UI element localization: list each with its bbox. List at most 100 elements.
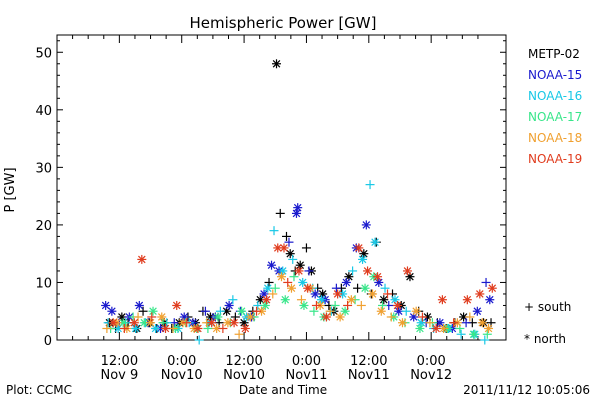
plot-area-frame (56, 34, 507, 341)
data-point-noaa-18 (234, 329, 244, 339)
data-point-noaa-17 (289, 272, 299, 282)
data-point-noaa-19 (343, 300, 353, 310)
data-point-noaa-16 (380, 283, 390, 293)
data-point-noaa-16 (358, 254, 368, 264)
data-point-metp-02 (272, 59, 282, 69)
data-point-noaa-16 (348, 266, 358, 276)
data-point-noaa-19 (218, 323, 228, 333)
data-points (101, 59, 497, 345)
data-point-noaa-19 (182, 318, 192, 328)
x-tick-label-date: Nov11 (285, 368, 327, 383)
data-point-metp-02 (230, 312, 240, 322)
chart-title: Hemispheric Power [GW] (190, 14, 377, 32)
data-point-noaa-18 (425, 318, 435, 328)
data-point-noaa-19 (402, 266, 412, 276)
data-point-noaa-16 (131, 323, 141, 333)
marker-legend-star: * north (524, 332, 566, 346)
data-point-noaa-18 (296, 295, 306, 305)
data-point-noaa-17 (482, 329, 492, 339)
data-point-noaa-18 (477, 318, 487, 328)
data-point-noaa-18 (133, 312, 143, 322)
data-point-noaa-15 (461, 318, 471, 328)
data-point-metp-02 (295, 260, 305, 270)
data-point-noaa-15 (481, 277, 491, 287)
data-point-noaa-17 (270, 283, 280, 293)
x-tick-label-date: Nov12 (410, 368, 452, 383)
data-point-noaa-17 (330, 300, 340, 310)
data-point-noaa-15 (101, 300, 111, 310)
y-axis: 0 10 20 30 40 50 (35, 40, 506, 349)
data-point-noaa-19 (487, 283, 497, 293)
data-point-noaa-15 (224, 300, 234, 310)
x-tick-label-date: Nov 9 (100, 368, 138, 383)
data-point-noaa-18 (465, 312, 475, 322)
x-tick-label-time: 0:00 (167, 354, 196, 369)
y-tick-label: 0 (44, 334, 52, 349)
data-point-noaa-16 (416, 318, 426, 328)
marker-legend: + south * north (524, 300, 571, 346)
data-point-noaa-18 (397, 318, 407, 328)
data-point-noaa-19 (252, 306, 262, 316)
data-point-noaa-16 (269, 226, 279, 236)
data-point-noaa-19 (161, 323, 171, 333)
data-point-metp-02 (275, 208, 285, 218)
data-point-noaa-19 (437, 295, 447, 305)
data-point-noaa-17 (299, 300, 309, 310)
y-axis-label: P [GW] (3, 167, 18, 212)
legend-item-noaa-15: NOAA-15 (528, 68, 582, 82)
data-point-noaa-18 (484, 323, 494, 333)
data-point-noaa-15 (435, 318, 445, 328)
data-point-noaa-19 (303, 283, 313, 293)
data-point-noaa-19 (449, 318, 459, 328)
y-tick-label: 40 (35, 104, 52, 119)
marker-legend-plus: + south (524, 300, 571, 314)
data-point-noaa-19 (354, 243, 364, 253)
x-tick-label-date: Nov11 (348, 368, 390, 383)
data-point-noaa-18 (386, 312, 396, 322)
data-point-metp-02 (379, 295, 389, 305)
legend: METP-02 NOAA-15 NOAA-16 NOAA-17 NOAA-18 NOAA-… (528, 47, 582, 166)
data-point-noaa-16 (316, 295, 326, 305)
legend-item-metp-02: METP-02 (528, 47, 580, 61)
data-point-noaa-15 (485, 295, 495, 305)
data-point-noaa-18 (411, 306, 421, 316)
data-point-noaa-18 (157, 312, 167, 322)
data-point-noaa-19 (129, 318, 139, 328)
data-point-noaa-18 (146, 318, 156, 328)
data-point-metp-02 (281, 231, 291, 241)
data-point-noaa-18 (286, 283, 296, 293)
x-tick-label-time: 12:00 (101, 354, 138, 369)
data-point-noaa-19 (333, 289, 343, 299)
data-point-noaa-18 (368, 289, 378, 299)
legend-item-noaa-17: NOAA-17 (528, 110, 582, 124)
data-point-noaa-18 (277, 272, 286, 282)
data-point-noaa-16 (278, 266, 288, 276)
data-point-noaa-19 (172, 300, 182, 310)
data-point-noaa-16 (365, 180, 375, 190)
data-point-noaa-17 (260, 300, 270, 310)
data-point-noaa-15 (331, 283, 341, 293)
data-point-noaa-18 (356, 300, 366, 310)
data-point-noaa-17 (378, 300, 388, 310)
data-point-noaa-19 (137, 254, 147, 264)
data-point-noaa-19 (431, 323, 441, 333)
data-point-noaa-15 (472, 306, 482, 316)
data-point-noaa-18 (325, 306, 335, 316)
data-point-noaa-15 (267, 260, 277, 270)
data-point-noaa-16 (194, 335, 204, 345)
data-point-noaa-17 (415, 323, 425, 333)
data-point-noaa-18 (245, 312, 255, 322)
data-point-noaa-17 (237, 306, 247, 316)
data-point-noaa-16 (401, 306, 411, 316)
data-point-noaa-19 (294, 266, 304, 276)
data-point-noaa-19 (229, 318, 239, 328)
data-point-noaa-19 (363, 266, 373, 276)
data-point-noaa-15 (293, 203, 303, 213)
footer-timestamp: 2011/11/12 10:05:06 (463, 383, 590, 397)
data-point-noaa-19 (373, 272, 383, 282)
data-point-noaa-15 (200, 306, 210, 316)
data-point-noaa-17 (213, 312, 223, 322)
y-tick-label: 10 (35, 276, 52, 291)
